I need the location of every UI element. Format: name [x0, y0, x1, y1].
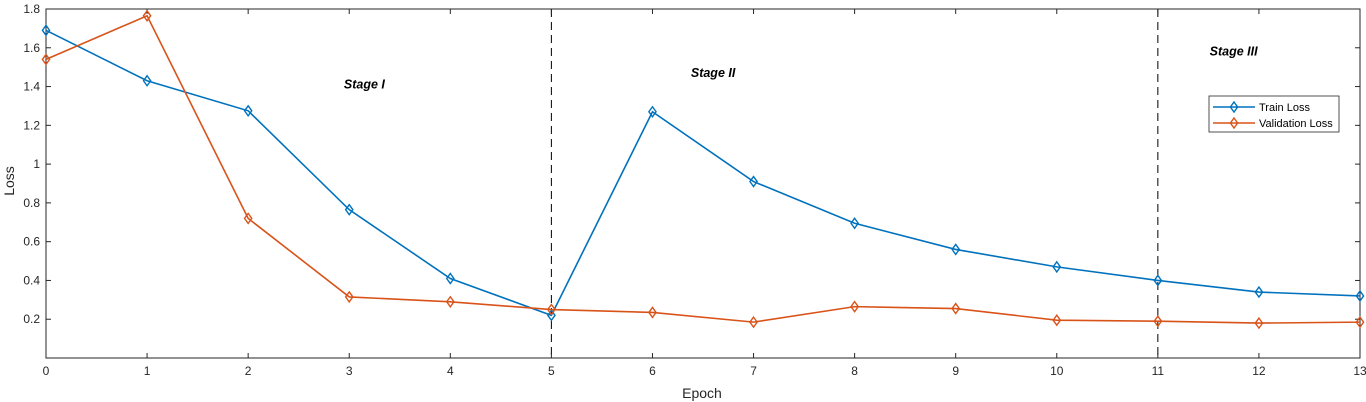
axes-box — [45, 8, 1361, 359]
y-tick-label: 1.6 — [23, 41, 40, 55]
data-point — [647, 105, 657, 118]
stage-annotation: Stage III — [1210, 45, 1258, 59]
plot-area-box — [45, 8, 1361, 359]
stage-annotation: Stage I — [344, 77, 386, 91]
x-tick-label: 12 — [1252, 364, 1266, 378]
x-tick-label: 0 — [43, 364, 50, 378]
x-tick-label: 11 — [1152, 364, 1165, 378]
data-point — [1153, 314, 1163, 328]
x-axis-label: Epoch — [682, 385, 722, 401]
x-tick-label: 6 — [649, 364, 656, 378]
data-point — [243, 104, 253, 117]
data-point — [1355, 315, 1365, 329]
data-point — [1254, 316, 1264, 330]
data-point — [647, 306, 657, 319]
y-tick-label: 0.4 — [23, 273, 40, 287]
data-point — [142, 9, 152, 22]
x-tick-label: 8 — [851, 364, 858, 378]
data-point — [850, 300, 860, 313]
series-line — [45, 14, 1361, 324]
y-tick-label: 1 — [33, 157, 40, 171]
legend: Train Loss Validation Loss — [1208, 95, 1340, 133]
data-point — [344, 290, 354, 304]
data-point — [1254, 285, 1264, 299]
y-tick-label: 1.8 — [23, 2, 40, 16]
legend-box — [1208, 95, 1340, 133]
stage-annotation: Stage II — [691, 66, 736, 80]
data-point — [1052, 260, 1062, 274]
data-point — [142, 74, 152, 87]
data-point — [951, 243, 961, 256]
data-point — [41, 53, 51, 66]
data-point — [243, 212, 253, 225]
y-tick-label: 0.2 — [23, 312, 40, 326]
data-point — [749, 175, 759, 188]
x-tick-label: 3 — [346, 364, 353, 378]
legend-swatch-marker — [1229, 116, 1239, 130]
x-tick-label: 9 — [952, 364, 959, 378]
y-tick-label: 0.8 — [23, 196, 40, 210]
data-point — [445, 272, 455, 285]
x-tick-label: 5 — [548, 364, 555, 378]
y-axis-label: Loss — [1, 166, 17, 196]
data-point — [1153, 274, 1163, 287]
x-tick-label: 13 — [1353, 364, 1366, 378]
tick-labels: 0 1 2 3 4 5 6 7 8 9 10 11 12 130.20.40.60.811.21.41.6… — [23, 2, 1366, 378]
y-tick-label: 0.6 — [23, 235, 40, 249]
x-tick-label: 7 — [750, 364, 757, 378]
data-point — [41, 24, 51, 37]
legend-entry-label: Validation Loss — [1259, 118, 1333, 130]
data-point — [1052, 313, 1062, 327]
data-point — [749, 315, 759, 329]
x-tick-label: 1 — [144, 364, 151, 378]
data-point — [344, 203, 354, 216]
data-point — [546, 303, 556, 316]
series-validation-loss — [41, 9, 1365, 330]
stage-annotations: Stage I Stage II Stage III — [344, 45, 1258, 92]
data-point — [445, 295, 455, 308]
series-train-loss — [41, 24, 1365, 322]
data-point — [951, 302, 961, 315]
data-point — [850, 217, 860, 230]
data-point — [546, 309, 556, 322]
legend-entry-label: Train Loss — [1259, 102, 1310, 114]
series-lines — [41, 9, 1365, 330]
x-tick-label: 4 — [447, 364, 454, 378]
x-tick-label: 10 — [1050, 364, 1064, 378]
x-tick-label: 2 — [245, 364, 252, 378]
data-point — [1355, 289, 1365, 303]
y-tick-label: 1.4 — [23, 80, 40, 94]
legend-swatch-marker — [1229, 100, 1239, 114]
stage-dividers — [550, 9, 1159, 358]
series-line — [45, 29, 1361, 317]
y-tick-label: 1.2 — [23, 118, 40, 132]
